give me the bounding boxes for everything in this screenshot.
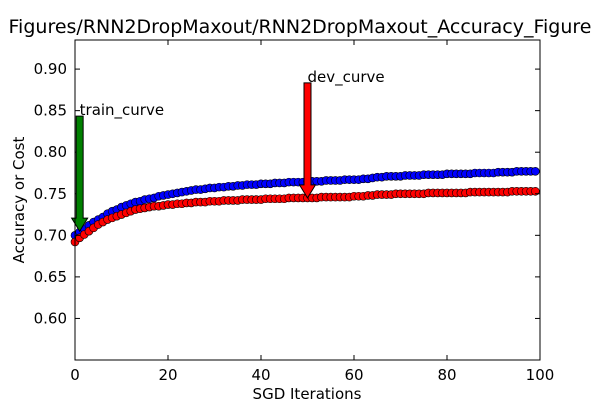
chart-title: Figures/RNN2DropMaxout/RNN2DropMaxout_Ac…: [9, 16, 592, 38]
y-tick-label: 0.85: [34, 102, 67, 120]
x-tick-label: 40: [251, 366, 270, 384]
annotation-label: dev_curve: [308, 68, 385, 87]
y-tick-label: 0.80: [34, 143, 67, 161]
y-tick-label: 0.65: [34, 268, 67, 286]
annotation-layer: train_curve dev_curve: [70, 68, 385, 233]
x-tick-label: 100: [526, 366, 555, 384]
y-tick-label: 0.70: [34, 226, 67, 244]
x-axis-label: SGD Iterations: [253, 385, 362, 400]
annotation-label: train_curve: [80, 101, 164, 120]
x-tick-label: 60: [344, 366, 363, 384]
y-axis-label: Accuracy or Cost: [10, 137, 28, 264]
y-tick-label: 0.60: [34, 309, 67, 327]
x-tick-label: 0: [70, 366, 80, 384]
annotation-arrow: [298, 82, 317, 199]
x-tick-label: 80: [437, 366, 456, 384]
y-tick-label: 0.75: [34, 185, 67, 203]
x-tick-label: 20: [158, 366, 177, 384]
plot-frame: [74, 39, 541, 361]
y-tick-label: 0.90: [34, 60, 67, 78]
ticks-layer: 0 20 40 60 80 100 0.60 0.65 0.70 0.75 0.80 0.85 0.90: [34, 40, 555, 384]
train-point: [531, 167, 540, 176]
train-series: [70, 167, 540, 240]
